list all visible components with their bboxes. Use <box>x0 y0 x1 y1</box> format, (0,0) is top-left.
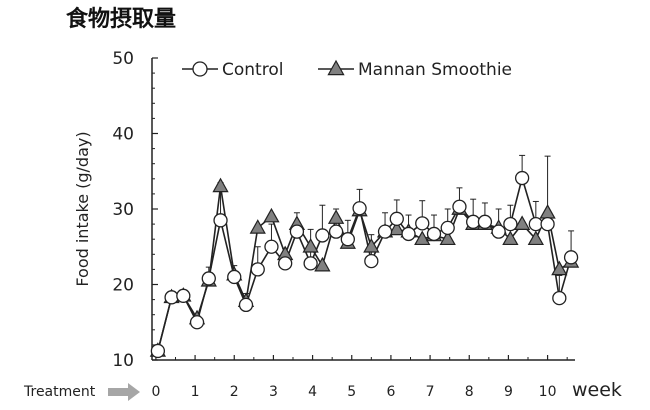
legend-marker-control <box>192 61 208 77</box>
y-tick-label: 30 <box>112 200 134 220</box>
series-markers <box>149 170 580 359</box>
data-point-mannan-smoothie <box>263 207 280 223</box>
data-point-control <box>213 213 228 228</box>
x-tick-label: 1 <box>191 384 200 400</box>
x-tick-label: 5 <box>347 384 356 400</box>
data-point-control <box>238 297 254 313</box>
data-point-mannan-smoothie <box>249 219 266 234</box>
y-tick-label: 50 <box>112 49 134 69</box>
data-point-control <box>278 256 293 271</box>
data-point-control <box>452 199 467 214</box>
x-tick-label: 8 <box>465 384 474 400</box>
data-point-control <box>303 256 318 271</box>
data-point-mannan-smoothie <box>302 238 319 253</box>
x-axis-label: week <box>572 379 622 401</box>
data-point-control <box>477 214 493 229</box>
treatment-label: Treatment <box>23 384 96 400</box>
data-point-control <box>289 224 305 239</box>
data-point-control <box>227 269 242 285</box>
data-point-control <box>491 224 506 239</box>
axes: 10 20 30 40 50 0 1 2 3 4 5 6 7 8 9 10 <box>112 49 575 400</box>
data-point-control <box>552 290 567 306</box>
data-point-mannan-smoothie <box>551 260 568 276</box>
legend-label-mannan-smoothie: Mannan Smoothie <box>358 60 512 80</box>
data-point-mannan-smoothie <box>527 230 544 246</box>
data-point-mannan-smoothie <box>212 177 229 193</box>
data-point-control <box>364 253 379 269</box>
data-point-control <box>389 211 404 226</box>
data-point-control <box>503 216 518 232</box>
data-point-control <box>415 216 430 231</box>
data-point-mannan-smoothie <box>439 230 456 246</box>
data-point-mannan-smoothie <box>314 256 331 272</box>
data-point-control <box>340 232 355 247</box>
data-point-control <box>201 271 216 286</box>
legend-marker-mannan-smoothie <box>327 59 345 76</box>
legend-label-control: Control <box>222 60 283 80</box>
data-point-control <box>189 315 205 330</box>
data-point-control <box>540 216 555 232</box>
data-point-control <box>426 226 442 242</box>
y-tick-label: 20 <box>112 276 134 296</box>
y-tick-label: 40 <box>112 125 134 145</box>
data-point-control <box>514 170 530 186</box>
x-tick-label: 2 <box>230 384 239 400</box>
data-point-control <box>328 224 344 239</box>
data-point-mannan-smoothie <box>502 230 519 246</box>
data-point-control <box>176 288 191 303</box>
legend: Control Mannan Smoothie <box>182 59 512 80</box>
chart-title: 食物摂取量 <box>66 6 176 32</box>
data-point-control <box>315 228 330 243</box>
data-point-mannan-smoothie <box>414 230 431 246</box>
x-tick-label: 6 <box>386 384 395 400</box>
x-tick-label: 9 <box>504 384 513 400</box>
y-axis-label: Food intake (g/day) <box>73 131 92 286</box>
data-point-control <box>440 220 455 236</box>
data-point-mannan-smoothie <box>388 220 405 236</box>
x-tick-label: 4 <box>308 384 317 400</box>
x-tick-label: 7 <box>426 384 435 400</box>
axis-labels: Food intake (g/day) week Treatment <box>23 131 622 401</box>
data-point-control <box>264 239 279 254</box>
data-point-control <box>377 224 393 239</box>
data-point-control <box>150 343 166 359</box>
data-point-control <box>563 250 579 265</box>
treatment-arrow-icon <box>108 383 140 401</box>
data-point-control <box>250 262 265 277</box>
data-point-mannan-smoothie <box>539 204 556 219</box>
data-point-control <box>352 201 367 216</box>
x-tick-label: 0 <box>151 384 160 400</box>
data-point-mannan-smoothie <box>363 238 380 253</box>
data-point-mannan-smoothie <box>327 209 345 224</box>
y-tick-label: 10 <box>112 351 134 371</box>
data-point-control <box>466 214 481 229</box>
x-tick-label: 3 <box>269 384 278 400</box>
data-point-control <box>528 216 543 232</box>
data-point-mannan-smoothie <box>513 215 531 230</box>
data-point-control <box>401 226 416 242</box>
data-point-control <box>164 290 179 305</box>
x-tick-label: 10 <box>539 384 557 400</box>
